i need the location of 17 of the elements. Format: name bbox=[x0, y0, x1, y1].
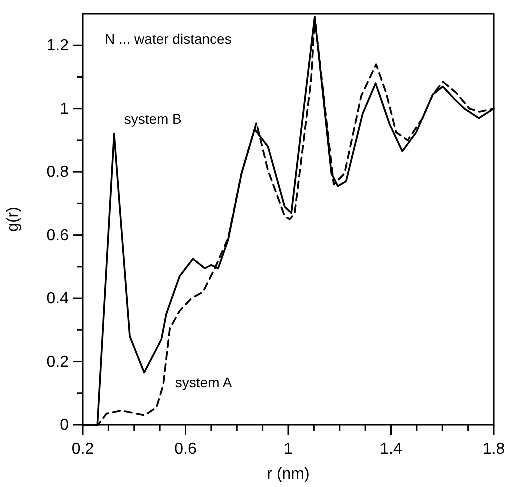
annotation: N ... water distances bbox=[105, 31, 232, 47]
x-tick-label: 0.6 bbox=[174, 441, 197, 458]
x-tick-label: 1 bbox=[284, 441, 294, 458]
y-tick-label: 1 bbox=[60, 100, 70, 118]
x-tick-label: 1.4 bbox=[380, 441, 402, 458]
y-tick-label: 1.2 bbox=[46, 38, 70, 55]
series-label: system B bbox=[124, 111, 182, 128]
y-tick-label: 0.8 bbox=[46, 164, 70, 182]
y-tick-label: 0 bbox=[60, 417, 70, 434]
x-tick-label: 1.8 bbox=[482, 441, 506, 458]
y-tick-label: 0.6 bbox=[46, 227, 70, 244]
y-tick-label: 0.2 bbox=[46, 354, 70, 371]
series-label: system A bbox=[175, 374, 233, 390]
y-tick-label: 0.4 bbox=[46, 290, 70, 308]
y-axis-title: g(r) bbox=[5, 207, 22, 232]
x-axis-title: r (nm) bbox=[267, 466, 310, 483]
x-tick-label: 0.2 bbox=[72, 441, 94, 458]
